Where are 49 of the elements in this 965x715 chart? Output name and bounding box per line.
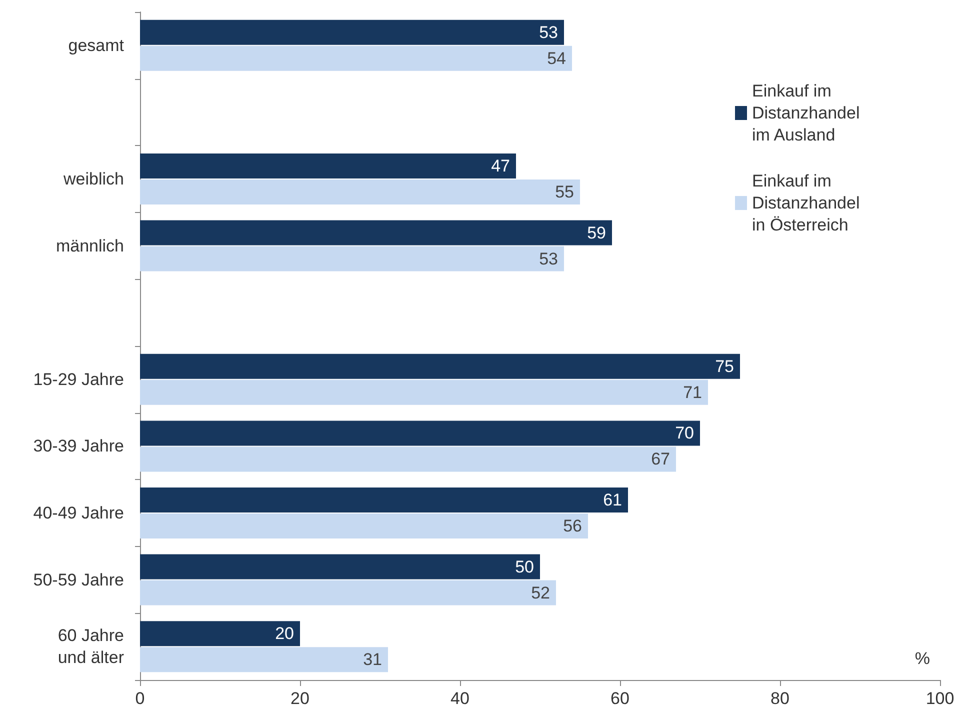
- data-label: 52: [531, 583, 550, 602]
- data-label: 55: [555, 182, 574, 202]
- bar: [140, 20, 564, 45]
- data-label: 75: [715, 356, 734, 376]
- bar: [140, 180, 580, 204]
- data-label: 61: [603, 490, 622, 510]
- bar: [140, 354, 740, 379]
- data-label: 70: [675, 424, 694, 443]
- bar: [140, 380, 708, 405]
- bar: [140, 154, 516, 178]
- y-tick-label: männlich: [56, 236, 124, 256]
- bar: [140, 647, 388, 672]
- legend-label: Einkauf im Distanzhandel im Ausland: [752, 82, 864, 144]
- x-tick-label: 100: [926, 689, 954, 708]
- data-label: 50: [515, 557, 534, 576]
- data-label: 71: [683, 382, 702, 402]
- bar: [140, 554, 540, 580]
- y-tick-label: 50-59 Jahre: [33, 570, 124, 590]
- legend-label: Einkauf im Distanzhandel in Österreich: [752, 172, 864, 234]
- data-label: 20: [275, 624, 294, 644]
- data-label: 56: [563, 516, 582, 536]
- data-label: 31: [363, 650, 382, 670]
- bar: [140, 514, 588, 538]
- y-tick-label: gesamt: [68, 36, 124, 55]
- data-label: 47: [491, 156, 510, 176]
- bar: [140, 220, 612, 246]
- data-label: 67: [651, 450, 670, 469]
- bar: [140, 580, 556, 606]
- bar: [140, 446, 676, 472]
- data-label: 54: [547, 48, 566, 68]
- y-tick-label: weiblich: [62, 170, 124, 188]
- x-tick-label: 60: [610, 689, 630, 708]
- data-label: 53: [539, 249, 558, 268]
- bar: [140, 488, 628, 512]
- y-tick-label: 40-49 Jahre: [33, 504, 124, 522]
- x-tick-label: 20: [290, 689, 310, 708]
- x-tick-label: 40: [450, 689, 470, 708]
- y-tick-label: 15-29 Jahre: [33, 370, 124, 389]
- bar: [140, 420, 700, 446]
- bar: [140, 46, 572, 71]
- bar: [140, 621, 300, 646]
- data-label: 53: [539, 22, 558, 42]
- data-label: 59: [587, 223, 606, 242]
- y-tick-label: 30-39 Jahre: [33, 436, 124, 456]
- y-tick-label: 60 Jahre und älter: [58, 626, 124, 668]
- x-tick-label: 0: [135, 689, 145, 708]
- x-tick-label: 80: [770, 689, 790, 708]
- annotation: %: [914, 649, 930, 668]
- bar: [140, 246, 564, 272]
